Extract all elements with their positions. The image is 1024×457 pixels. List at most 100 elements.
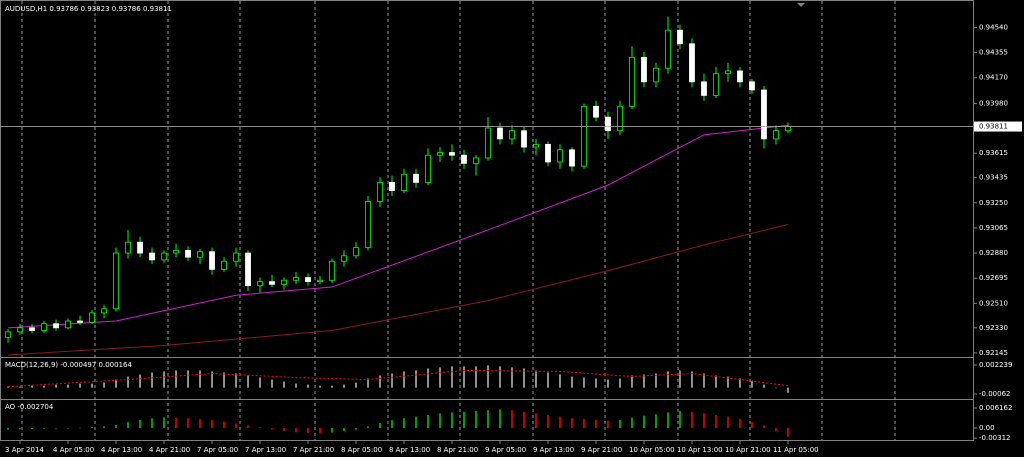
macd-bar — [151, 372, 153, 388]
macd-bar — [643, 374, 645, 388]
y-tick-label: -0.00312 — [979, 434, 1010, 442]
ao-bar — [558, 416, 561, 428]
x-tick-label: 7 Apr 13:00 — [245, 446, 286, 454]
macd-bar — [511, 367, 513, 388]
ao-bar — [750, 422, 753, 428]
y-tick-label: 0.92695 — [979, 274, 1008, 282]
ao-bar — [630, 417, 633, 428]
candle-body — [245, 252, 251, 287]
ao-bar — [427, 415, 430, 428]
x-tick-label: 8 Apr 13:00 — [389, 446, 430, 454]
candle-body — [425, 154, 431, 183]
candle-body — [761, 89, 767, 140]
candle-body — [209, 251, 215, 270]
candle-body — [173, 249, 179, 254]
macd-bar — [355, 382, 357, 388]
macd-bar — [223, 372, 225, 388]
candle-body — [17, 327, 23, 333]
macd-bar — [283, 381, 285, 388]
macd-bar — [127, 376, 129, 388]
candle-body — [413, 173, 419, 183]
ao-bar — [666, 412, 669, 428]
macd-bar — [391, 373, 393, 388]
candle-body — [53, 323, 59, 329]
y-tick-label: 0.92330 — [979, 324, 1008, 332]
candle-body — [773, 130, 779, 140]
ao-bar — [582, 418, 585, 428]
ao-bar — [199, 418, 202, 428]
y-tick-label: -0.00062 — [979, 390, 1010, 398]
macd-bar — [727, 376, 729, 388]
ao-bar — [163, 417, 166, 428]
moving-average — [8, 124, 789, 329]
y-tick-label: 0.93065 — [979, 224, 1008, 232]
macd-bar — [475, 366, 477, 388]
y-tick-label: 0.92145 — [979, 349, 1008, 357]
x-tick-label: 4 Apr 21:00 — [149, 446, 190, 454]
candle-body — [113, 252, 119, 310]
ao-bar — [31, 427, 34, 429]
candle-body — [257, 281, 263, 287]
moving-average — [8, 224, 789, 356]
ao-bar — [486, 410, 489, 428]
candle-body — [329, 260, 335, 281]
macd-bar — [667, 371, 669, 388]
candle-body — [185, 249, 191, 258]
ao-title: AO -0.002704 — [5, 403, 54, 411]
macd-bar — [259, 377, 261, 388]
x-tick-label: 9 Apr 21:00 — [581, 446, 622, 454]
ao-bar — [451, 412, 454, 428]
y-tick-label: 0.002239 — [979, 361, 1012, 369]
macd-bar — [7, 386, 9, 388]
ao-bar — [7, 427, 10, 430]
macd-bar — [163, 371, 165, 388]
candle-body — [689, 43, 695, 83]
x-tick-label: 7 Apr 21:00 — [293, 446, 334, 454]
candle-body — [377, 181, 383, 202]
macd-bar — [271, 379, 273, 388]
candle-body — [317, 279, 323, 283]
x-tick-label: 10 Apr 13:00 — [677, 446, 723, 454]
candle-body — [149, 252, 155, 261]
macd-bar — [487, 365, 489, 388]
candle-body — [665, 29, 671, 69]
ao-bar — [498, 409, 501, 428]
ao-bar — [103, 426, 106, 428]
candle-body — [713, 73, 719, 96]
x-tick-label: 8 Apr 05:00 — [341, 446, 382, 454]
macd-bar — [115, 379, 117, 388]
last-price-box — [974, 121, 1022, 132]
candle-body — [677, 29, 683, 45]
ao-bar — [343, 427, 346, 432]
macd-bar — [691, 371, 693, 388]
macd-bar — [319, 385, 321, 388]
ao-bar — [463, 411, 466, 428]
ao-bar — [786, 427, 789, 437]
candle-body — [41, 323, 47, 331]
macd-bar — [751, 380, 753, 388]
ao-bar — [534, 413, 537, 428]
macd-bar — [187, 370, 189, 388]
macd-bar — [307, 384, 309, 388]
ao-bar — [510, 410, 513, 428]
candle-body — [161, 252, 167, 261]
x-tick-label: 11 Apr 05:00 — [773, 446, 819, 454]
macd-bar — [235, 373, 237, 388]
ao-bar — [67, 427, 70, 429]
y-tick-label: 0.93980 — [979, 100, 1008, 108]
macd-bar — [91, 383, 93, 388]
candle-body — [401, 173, 407, 191]
macd-bar — [703, 373, 705, 388]
macd-bar — [139, 374, 141, 388]
candle-body — [785, 126, 791, 132]
macd-bar — [427, 368, 429, 388]
macd-bar — [607, 379, 609, 388]
x-tick-label: 10 Apr 05:00 — [629, 446, 675, 454]
ao-bar — [546, 415, 549, 428]
macd-bar — [103, 382, 105, 388]
ao-bar — [415, 416, 418, 428]
y-tick-label: 0.92880 — [979, 249, 1008, 257]
candle-body — [449, 152, 455, 156]
x-tick-label: 4 Apr 05:00 — [53, 446, 94, 454]
